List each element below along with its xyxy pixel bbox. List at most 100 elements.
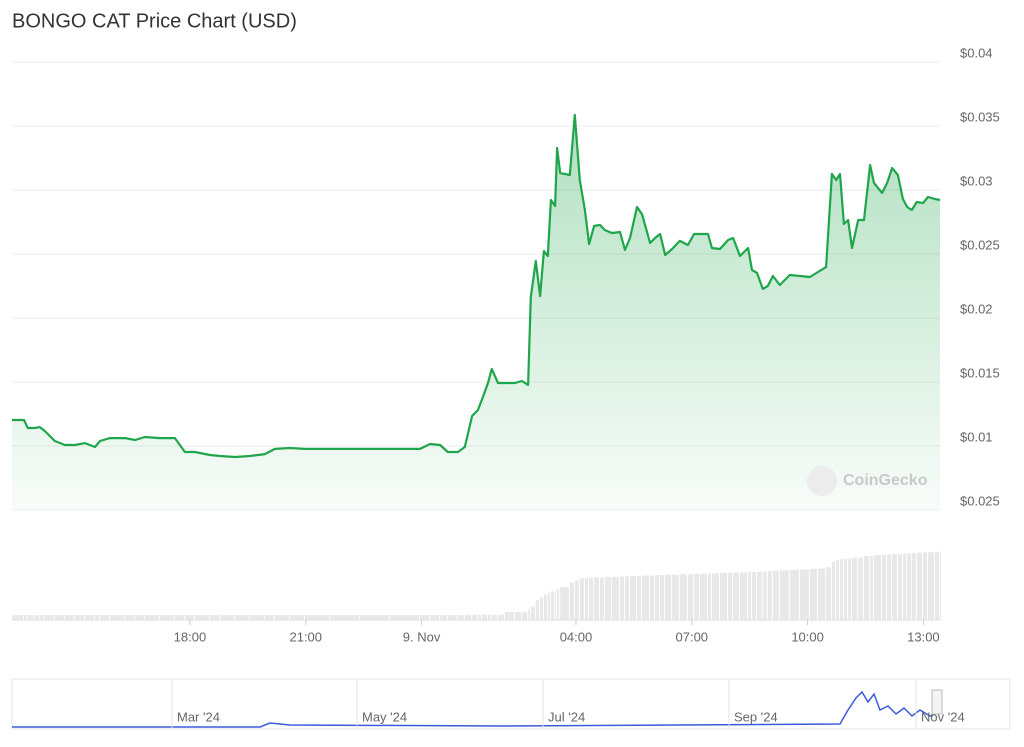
navigator-handle[interactable] xyxy=(931,689,943,715)
chart-title: BONGO CAT Price Chart (USD) xyxy=(12,10,297,32)
volume-bar xyxy=(589,577,594,620)
price-area xyxy=(12,115,940,510)
volume-bar xyxy=(210,615,220,620)
watermark-text: CoinGecko xyxy=(843,472,928,489)
volume-bar xyxy=(125,615,135,620)
volume-bar xyxy=(789,569,799,620)
volume-bar xyxy=(579,578,584,620)
volume-bar xyxy=(420,615,430,620)
volume-bar xyxy=(457,615,464,620)
y-tick-label: $0.015 xyxy=(960,365,1000,380)
volume-bar xyxy=(64,615,74,620)
volume-bar xyxy=(892,554,897,620)
volume-bar xyxy=(599,577,604,620)
volume-bar xyxy=(555,590,557,620)
volume-bar xyxy=(752,572,757,620)
volume-bar xyxy=(831,561,836,620)
volume-bar xyxy=(708,573,711,620)
volume-bar xyxy=(220,615,235,620)
volume-bar xyxy=(733,572,740,620)
volume-bar xyxy=(540,597,543,620)
navigator-line xyxy=(12,690,941,728)
volume-bar xyxy=(882,554,887,620)
volume-bar xyxy=(728,572,733,620)
volume-bar xyxy=(481,614,487,620)
volume-bar xyxy=(928,552,934,620)
volume-bar xyxy=(12,615,23,620)
volume-bar xyxy=(547,592,550,620)
y-tick-label: $0.035 xyxy=(960,109,1000,124)
volume-bar xyxy=(264,615,274,620)
volume-bar xyxy=(719,572,728,620)
y-tick-label: $0.04 xyxy=(960,45,993,60)
volume-bar xyxy=(858,557,863,620)
volume-bar xyxy=(887,554,892,620)
volume-bar xyxy=(836,560,840,620)
volume-bar xyxy=(135,615,144,620)
navigator-label: Sep '24 xyxy=(734,709,778,724)
volume-bar xyxy=(902,553,907,620)
navigator-frame xyxy=(11,678,1011,730)
volume-bar xyxy=(940,551,941,620)
volume-bar xyxy=(641,575,650,620)
volume-bar xyxy=(897,554,902,620)
volume-bar xyxy=(748,572,752,620)
navigator-label: Jul '24 xyxy=(548,709,585,724)
volume-bar xyxy=(557,589,560,620)
volume-bar xyxy=(144,615,159,620)
volume-bar xyxy=(464,615,472,620)
x-tick-label: 04:00 xyxy=(560,629,593,644)
volume-bar xyxy=(767,571,772,620)
volume-bar xyxy=(44,615,54,620)
volume-bar xyxy=(779,570,789,620)
volume-bar xyxy=(504,612,514,620)
y-tick-label: $0.01 xyxy=(960,429,993,444)
volume-bar xyxy=(826,567,831,620)
volume-bar xyxy=(911,553,916,620)
volume-bar xyxy=(873,555,882,620)
volume-bar xyxy=(762,571,767,620)
volume-bar xyxy=(440,615,447,620)
volume-bar xyxy=(848,558,851,620)
navigator-label: Nov '24 xyxy=(921,709,965,724)
x-tick-label: 10:00 xyxy=(791,629,824,644)
volume-bar xyxy=(574,580,579,620)
volume-bar xyxy=(655,575,660,620)
volume-bar xyxy=(757,571,762,620)
y-tick-label: $0.025 xyxy=(960,237,1000,252)
volume-bar xyxy=(660,575,665,620)
watermark-logo xyxy=(807,466,837,496)
volume-bar xyxy=(84,615,94,620)
volume-bar xyxy=(330,615,359,620)
volume-bar xyxy=(604,576,611,620)
plot xyxy=(12,61,941,620)
y-tick-label: $0.03 xyxy=(960,173,993,188)
volume-bar xyxy=(550,591,555,620)
volume-bar xyxy=(560,587,569,620)
volume-bar xyxy=(619,576,625,620)
volume-bar xyxy=(863,556,870,620)
y2-tick-label: $0.025 xyxy=(960,493,1000,508)
volume-bar xyxy=(934,551,939,620)
volume-bar xyxy=(39,615,44,620)
volume-bar xyxy=(27,615,34,620)
volume-bar xyxy=(636,576,641,620)
volume-bar xyxy=(840,559,843,620)
volume-bar xyxy=(110,615,125,620)
volume-bar xyxy=(530,606,535,620)
volume-bar xyxy=(818,568,826,620)
x-tick-label: 07:00 xyxy=(676,629,709,644)
volume-bar xyxy=(569,582,574,620)
volume-bar xyxy=(665,574,672,620)
volume-bar xyxy=(174,615,184,620)
volume-bar xyxy=(809,568,818,620)
volume-bar xyxy=(159,615,174,620)
volume-bar xyxy=(679,574,687,620)
volume-bar xyxy=(650,575,655,620)
x-tick-label: 21:00 xyxy=(289,629,322,644)
volume-bar xyxy=(74,615,84,620)
volume-bar xyxy=(611,576,619,620)
volume-bar xyxy=(799,569,809,620)
volume-bar xyxy=(851,557,858,620)
volume-bar xyxy=(923,552,928,620)
